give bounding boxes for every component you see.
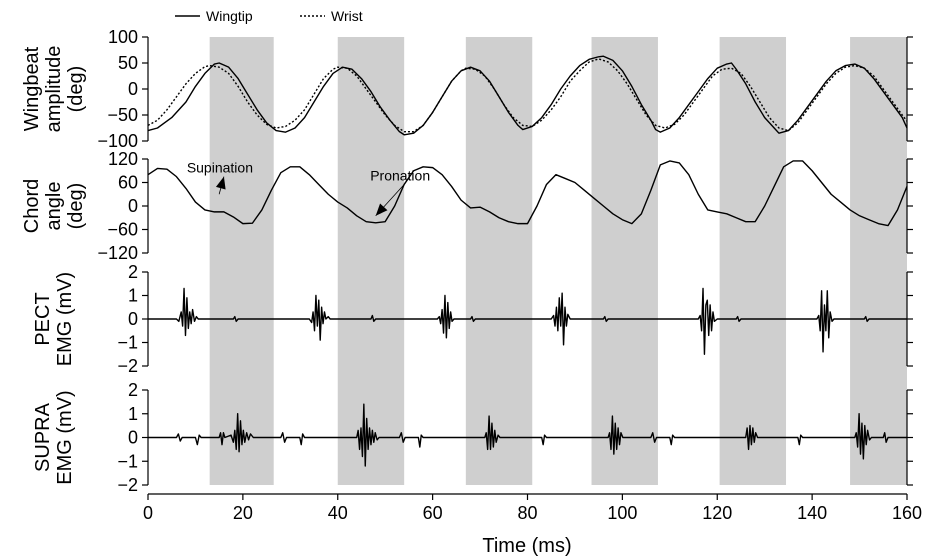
series-amplitude-wrist [147, 58, 908, 133]
panel-supra-ytick-label-0: −2 [117, 475, 138, 495]
x-tick-label-1: 20 [233, 503, 253, 523]
panel-supra-ylabel-1: EMG (mV) [54, 390, 76, 484]
x-tick-label-8: 160 [892, 503, 922, 523]
panel-chord-ytick-label-2: 0 [128, 196, 138, 216]
series-pect-pect-emg [148, 287, 907, 355]
panel-amplitude-ylabel-0: Wingbeat [21, 46, 43, 131]
x-tick-label-7: 140 [797, 503, 827, 523]
shade-interval-0 [209, 37, 274, 485]
annotation-arrowhead-0 [215, 176, 226, 190]
shade-interval-4 [719, 37, 787, 485]
annotation-label-0: Supination [187, 160, 253, 176]
panel-chord-ylabel-0: Chord [21, 179, 43, 233]
panel-amplitude: −100 −50 0 50 100 Wingbeat amplitude (deg) [21, 27, 913, 151]
legend: Wingtip Wrist [175, 8, 363, 24]
x-tick-label-2: 40 [328, 503, 348, 523]
panel-amplitude-ytick-label-0: −100 [97, 131, 138, 151]
panel-pect-ytick-label-2: 0 [128, 309, 138, 329]
x-tick-label-6: 120 [702, 503, 732, 523]
panel-supra-ylabel-0: SUPRA [32, 402, 54, 472]
series-chord-chord-angle [147, 160, 908, 227]
panel-supra-ytick-label-2: 0 [128, 428, 138, 448]
panel-supra-ytick-label-3: 1 [128, 404, 138, 424]
panel-chord-ytick-label-3: 60 [118, 173, 138, 193]
panel-supra-ytick-label-1: −1 [117, 451, 138, 471]
x-tick-label-5: 100 [607, 503, 637, 523]
x-tick-label-0: 0 [143, 503, 153, 523]
panel-pect-ylabel-1: EMG (mV) [54, 272, 76, 366]
x-axis-title: Time (ms) [482, 535, 571, 557]
panel-pect: −2 −1 0 1 2 PECT EMG (mV) [32, 262, 913, 376]
shade-interval-2 [465, 37, 533, 485]
legend-wrist-label: Wrist [331, 8, 363, 24]
shade-interval-3 [591, 37, 658, 485]
x-tick-label-4: 80 [517, 503, 537, 523]
series-amplitude-wingtip [147, 55, 908, 136]
panel-amplitude-ylabel-2: (deg) [65, 66, 87, 113]
annotation-arrowhead-1 [375, 203, 388, 216]
legend-wingtip-label: Wingtip [206, 8, 253, 24]
panel-amplitude-ytick-label-3: 50 [118, 53, 138, 73]
panel-pect-ytick-label-0: −2 [117, 356, 138, 376]
panel-amplitude-ytick-label-4: 100 [108, 27, 138, 47]
panel-chord-ytick-label-1: −60 [107, 220, 138, 240]
annotation-label-1: Pronation [370, 167, 430, 183]
series-supra-supra-emg [148, 403, 907, 467]
panel-pect-ytick-label-1: −1 [117, 333, 138, 353]
x-axis: 0 20 40 60 80 100 120 140 160 [143, 493, 922, 523]
shade-interval-1 [337, 37, 405, 485]
panel-pect-ytick-label-3: 1 [128, 286, 138, 306]
panel-chord-ylabel-2: (deg) [65, 183, 87, 230]
panel-supra: −2 −1 0 1 2 SUPRA EMG (mV) [32, 380, 913, 495]
downstroke-shading [209, 37, 907, 485]
panel-pect-ytick-label-4: 2 [128, 262, 138, 282]
panel-chord: −120 −60 0 60 120 Chord angle (deg) Supination Pr… [21, 149, 913, 263]
panel-amplitude-ytick-label-2: 0 [128, 79, 138, 99]
panel-amplitude-ytick-label-1: −50 [107, 105, 138, 125]
panel-supra-ytick-label-4: 2 [128, 380, 138, 400]
panel-chord-ylabel-1: angle [43, 182, 65, 231]
panel-chord-ytick-label-0: −120 [97, 243, 138, 263]
panel-chord-ytick-label-4: 120 [108, 149, 138, 169]
panel-amplitude-ylabel-1: amplitude [43, 46, 65, 133]
x-tick-label-3: 60 [423, 503, 443, 523]
panel-pect-ylabel-0: PECT [32, 292, 54, 345]
